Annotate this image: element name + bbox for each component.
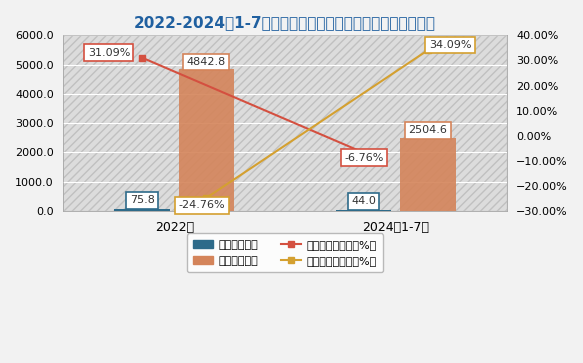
Text: 75.8: 75.8 (129, 195, 154, 205)
Text: 31.09%: 31.09% (87, 48, 130, 58)
Bar (178, 69, 234, 211)
Title: 2022-2024年1-7月我国四氧化三钴进出口量及同比增长情况: 2022-2024年1-7月我国四氧化三钴进出口量及同比增长情况 (134, 15, 436, 30)
Text: 4842.8: 4842.8 (187, 57, 226, 67)
Legend: 进口量（吨）, 出口量（吨）, 进口量同比增长（%）, 出口量同比增长（%）: 进口量（吨）, 出口量（吨）, 进口量同比增长（%）, 出口量同比增长（%） (187, 233, 384, 272)
Text: -24.76%: -24.76% (178, 200, 225, 211)
Text: 2504.6: 2504.6 (409, 125, 447, 135)
Text: -6.76%: -6.76% (344, 153, 384, 163)
Bar (114, 209, 170, 211)
Bar (336, 210, 391, 211)
Bar (400, 138, 455, 211)
Text: 34.09%: 34.09% (429, 40, 471, 50)
Text: 44.0: 44.0 (351, 196, 376, 206)
